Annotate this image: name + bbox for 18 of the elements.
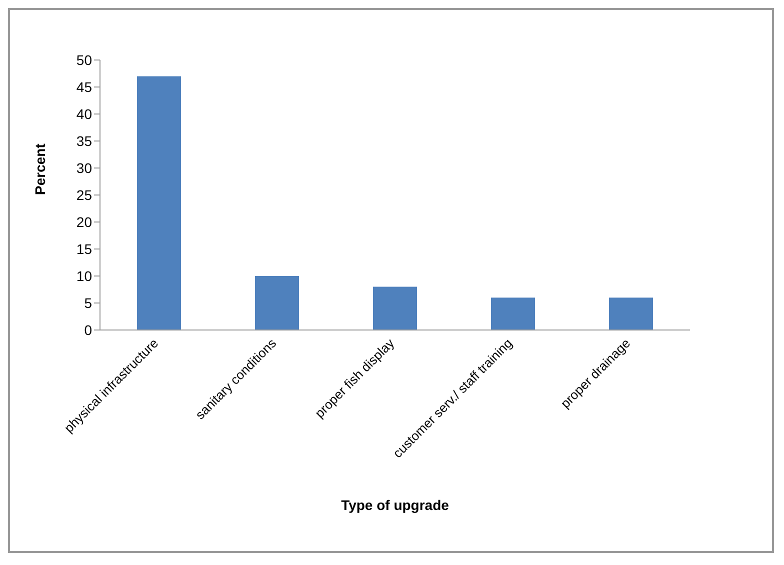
bar bbox=[609, 298, 653, 330]
y-tick-label: 45 bbox=[76, 78, 92, 95]
y-tick-label: 25 bbox=[76, 186, 92, 203]
y-tick-label: 20 bbox=[76, 214, 92, 230]
bar bbox=[373, 286, 417, 330]
bar bbox=[255, 276, 299, 330]
y-tick-label: 0 bbox=[84, 322, 92, 338]
y-axis-title: Percent bbox=[32, 143, 48, 195]
y-tick-label: 5 bbox=[84, 294, 92, 311]
y-tick-label: 50 bbox=[76, 52, 92, 68]
bar bbox=[491, 298, 535, 330]
y-tick-label: 10 bbox=[76, 268, 92, 284]
bar bbox=[137, 76, 181, 330]
x-axis-title: Type of upgrade bbox=[341, 497, 450, 513]
y-tick-label: 15 bbox=[76, 240, 92, 257]
y-tick-label: 30 bbox=[76, 160, 92, 176]
y-tick-label: 40 bbox=[76, 106, 92, 122]
y-tick-label: 35 bbox=[76, 132, 92, 149]
